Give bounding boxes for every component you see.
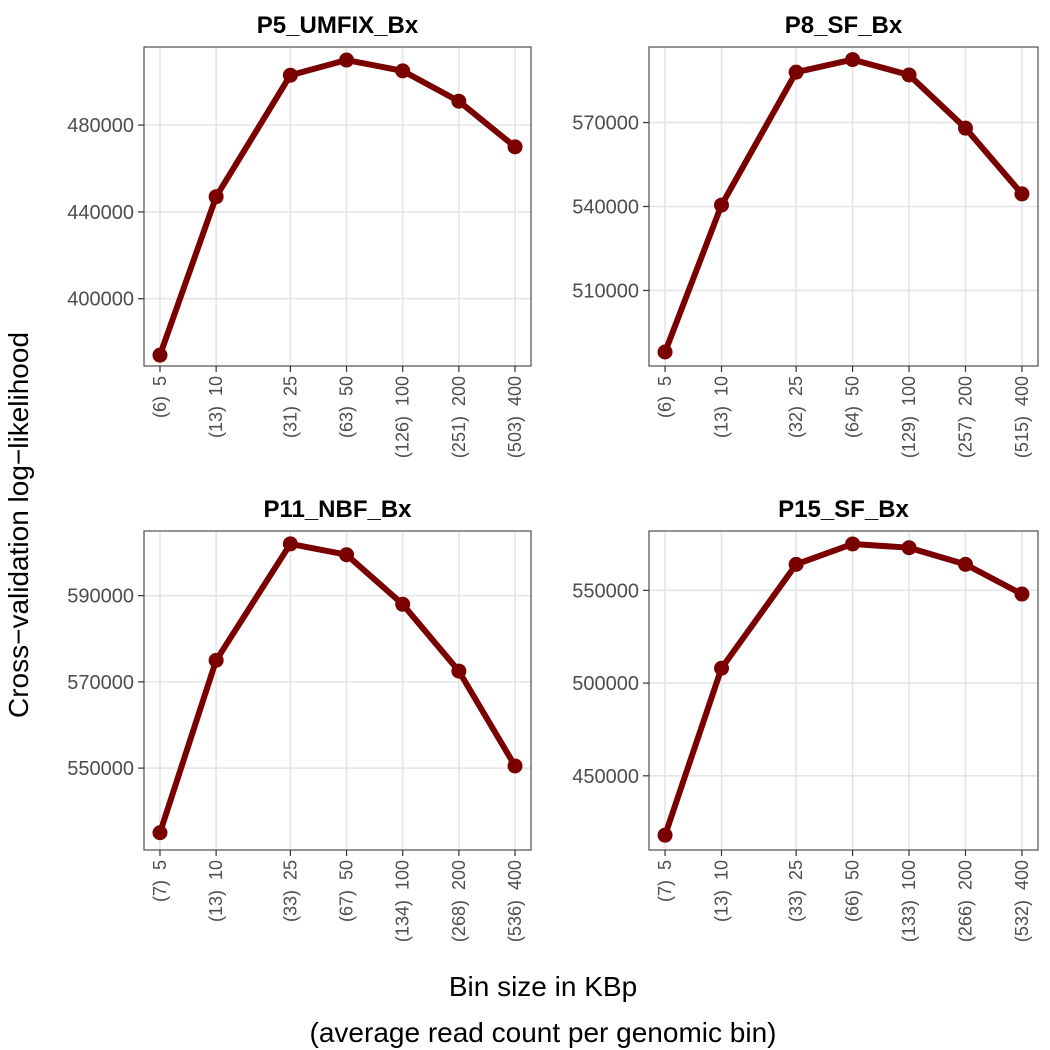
data-point xyxy=(901,540,917,556)
panel-3: P11_NBF_Bx 550000 570000 590000 (7) 5 (13) 10… xyxy=(67,496,532,942)
x-tick-label: (13) 10 xyxy=(206,376,226,438)
y-tick-label: 590000 xyxy=(67,586,134,608)
data-point xyxy=(395,63,411,79)
panel-4: P15_SF_Bx 450000 500000 550000 (7) 5 (13) 10 (… xyxy=(572,496,1039,942)
x-tick-label: (7) 5 xyxy=(150,860,170,902)
data-point xyxy=(788,556,804,572)
data-point xyxy=(657,827,673,843)
x-tick-label: (126) 100 xyxy=(393,376,413,458)
data-point xyxy=(451,663,467,679)
x-tick-label: (251) 200 xyxy=(449,376,469,458)
panel-title: P5_UMFIX_Bx xyxy=(257,12,419,39)
data-point xyxy=(152,825,168,841)
y-axis-label: Cross−validation log−likelihood xyxy=(3,332,34,718)
x-axis-label-line2: (average read count per genomic bin) xyxy=(310,1017,777,1048)
y-tick-label: 510000 xyxy=(572,280,639,302)
data-point xyxy=(714,660,730,676)
y-tick-label: 450000 xyxy=(572,766,639,788)
data-point xyxy=(282,67,298,83)
data-point xyxy=(845,52,861,68)
y-tick-label: 440000 xyxy=(67,202,134,224)
x-tick-label: (133) 100 xyxy=(899,860,919,942)
data-point xyxy=(714,197,730,213)
panel-title: P11_NBF_Bx xyxy=(263,496,412,523)
y-tick-label: 400000 xyxy=(67,289,134,311)
data-point xyxy=(507,139,523,155)
x-tick-label: (13) 10 xyxy=(206,860,226,922)
panel-1: P5_UMFIX_Bx 400000 440000 480000 (6) 5 (13) 1… xyxy=(67,12,532,458)
x-tick-label: (66) 50 xyxy=(843,860,863,922)
y-tick-label: 570000 xyxy=(572,113,639,135)
data-point xyxy=(901,67,917,83)
data-point xyxy=(845,536,861,552)
panel-title: P8_SF_Bx xyxy=(785,12,903,39)
x-axis-label-line1: Bin size in KBp xyxy=(449,971,637,1002)
x-tick-label: (257) 200 xyxy=(955,376,975,458)
x-tick-label: (33) 25 xyxy=(280,860,300,922)
data-point xyxy=(657,344,673,360)
y-tick-label: 550000 xyxy=(67,758,134,780)
x-tick-label: (503) 400 xyxy=(505,376,525,458)
panel-title: P15_SF_Bx xyxy=(778,496,909,523)
x-tick-label: (64) 50 xyxy=(843,376,863,438)
panel-border xyxy=(143,530,532,851)
x-tick-label: (6) 5 xyxy=(150,376,170,418)
series-line xyxy=(156,540,519,836)
data-point xyxy=(957,556,973,572)
x-tick-label: (532) 400 xyxy=(1012,860,1032,942)
x-tick-label: (129) 100 xyxy=(899,376,919,458)
y-tick-label: 500000 xyxy=(572,673,639,695)
x-tick-label: (536) 400 xyxy=(505,860,525,942)
data-point xyxy=(395,596,411,612)
x-tick-label: (31) 25 xyxy=(280,376,300,438)
x-tick-label: (7) 5 xyxy=(655,860,675,902)
y-tick-label: 540000 xyxy=(572,197,639,219)
x-tick-label: (33) 25 xyxy=(786,860,806,922)
y-tick-label: 570000 xyxy=(67,672,134,694)
data-point xyxy=(788,64,804,80)
x-tick-label: (13) 10 xyxy=(712,376,732,438)
panel-border xyxy=(143,46,532,367)
x-tick-label: (67) 50 xyxy=(337,860,357,922)
x-tick-label: (268) 200 xyxy=(449,860,469,942)
data-point xyxy=(208,189,224,205)
data-point xyxy=(339,52,355,68)
data-point xyxy=(1014,186,1030,202)
x-tick-label: (515) 400 xyxy=(1012,376,1032,458)
data-point xyxy=(339,547,355,563)
data-point xyxy=(507,758,523,774)
data-point xyxy=(152,347,168,363)
data-point xyxy=(208,652,224,668)
data-point xyxy=(282,536,298,552)
x-tick-label: (63) 50 xyxy=(337,376,357,438)
data-point xyxy=(451,93,467,109)
x-tick-label: (266) 200 xyxy=(955,860,975,942)
x-tick-label: (134) 100 xyxy=(393,860,413,942)
data-point xyxy=(957,120,973,136)
y-tick-label: 550000 xyxy=(572,580,639,602)
panel-border xyxy=(648,530,1039,851)
series-line xyxy=(662,540,1025,839)
panel-2: P8_SF_Bx 510000 540000 570000 (6) 5 (13) 10 (3… xyxy=(572,12,1039,458)
x-tick-label: (6) 5 xyxy=(655,376,675,418)
x-tick-label: (32) 25 xyxy=(786,376,806,438)
panels: P5_UMFIX_Bx 400000 440000 480000 (6) 5 (13) 1… xyxy=(67,12,1039,942)
y-tick-label: 480000 xyxy=(67,115,134,137)
data-point xyxy=(1014,586,1030,602)
x-tick-label: (13) 10 xyxy=(712,860,732,922)
